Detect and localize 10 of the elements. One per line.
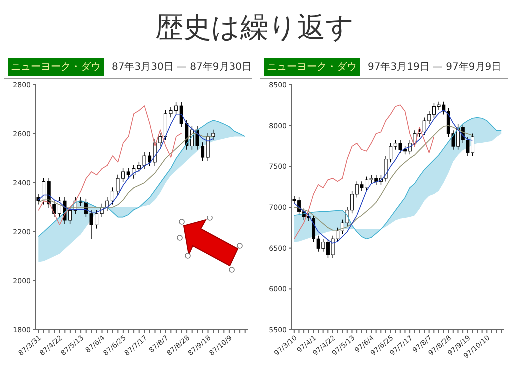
line-series: [38, 106, 182, 226]
chart-title: ニューヨーク・ダウ: [8, 58, 104, 76]
chart-subtitle: 97年3月19日 — 97年9月9日: [368, 61, 502, 74]
chart-subtitle: 87年3月30日 — 87年9月30日: [112, 61, 252, 74]
line-series: [38, 120, 246, 238]
line-series: [294, 104, 435, 240]
chart-title: ニューヨーク・ダウ: [264, 58, 360, 76]
text: 歴史は繰り返す: [156, 10, 354, 46]
candlestick: [206, 132, 210, 162]
candlestick: [212, 129, 216, 141]
